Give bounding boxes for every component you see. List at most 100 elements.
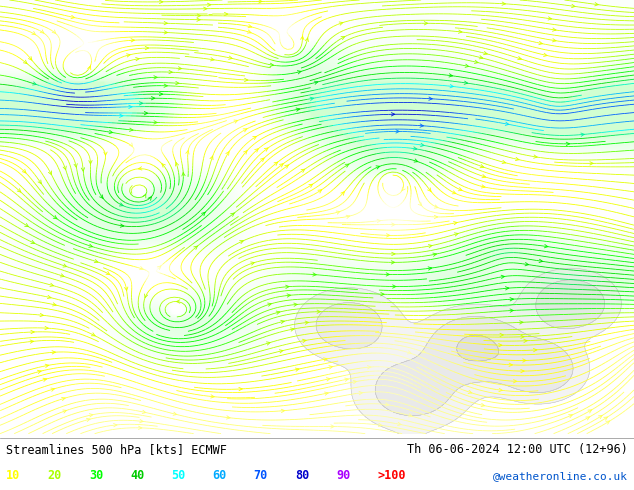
FancyArrowPatch shape: [341, 192, 344, 196]
FancyArrowPatch shape: [314, 81, 318, 84]
FancyArrowPatch shape: [465, 64, 469, 68]
FancyArrowPatch shape: [48, 171, 51, 174]
FancyArrowPatch shape: [157, 266, 161, 270]
FancyArrowPatch shape: [533, 348, 537, 352]
FancyArrowPatch shape: [414, 159, 418, 162]
FancyArrowPatch shape: [259, 0, 262, 3]
FancyArrowPatch shape: [434, 215, 437, 219]
FancyArrowPatch shape: [264, 148, 268, 151]
FancyArrowPatch shape: [48, 295, 51, 298]
FancyArrowPatch shape: [113, 423, 117, 427]
FancyArrowPatch shape: [60, 274, 64, 277]
FancyArrowPatch shape: [210, 395, 214, 398]
FancyArrowPatch shape: [159, 93, 163, 96]
FancyArrowPatch shape: [131, 39, 134, 42]
FancyArrowPatch shape: [498, 343, 502, 347]
FancyArrowPatch shape: [22, 170, 26, 173]
FancyArrowPatch shape: [51, 388, 55, 391]
FancyArrowPatch shape: [194, 246, 197, 249]
FancyArrowPatch shape: [408, 414, 412, 417]
Text: 20: 20: [48, 469, 61, 483]
FancyArrowPatch shape: [294, 303, 297, 306]
FancyArrowPatch shape: [408, 351, 411, 354]
FancyArrowPatch shape: [453, 221, 457, 225]
FancyArrowPatch shape: [424, 22, 427, 25]
FancyArrowPatch shape: [586, 417, 590, 420]
FancyArrowPatch shape: [89, 414, 93, 417]
FancyArrowPatch shape: [45, 364, 49, 368]
FancyArrowPatch shape: [287, 294, 290, 297]
FancyArrowPatch shape: [468, 391, 472, 393]
FancyArrowPatch shape: [305, 321, 309, 324]
FancyArrowPatch shape: [31, 241, 34, 244]
FancyArrowPatch shape: [295, 368, 299, 371]
FancyArrowPatch shape: [548, 17, 552, 20]
FancyArrowPatch shape: [297, 71, 301, 74]
FancyArrowPatch shape: [37, 370, 41, 373]
FancyArrowPatch shape: [313, 273, 316, 276]
FancyArrowPatch shape: [359, 392, 363, 395]
FancyArrowPatch shape: [89, 244, 93, 247]
FancyArrowPatch shape: [226, 416, 230, 419]
FancyArrowPatch shape: [606, 421, 610, 424]
FancyArrowPatch shape: [164, 31, 167, 34]
FancyArrowPatch shape: [204, 7, 207, 10]
FancyArrowPatch shape: [164, 84, 167, 87]
FancyArrowPatch shape: [368, 366, 371, 369]
FancyArrowPatch shape: [74, 164, 77, 167]
FancyArrowPatch shape: [420, 143, 424, 147]
FancyArrowPatch shape: [40, 30, 44, 33]
FancyArrowPatch shape: [106, 271, 110, 274]
FancyArrowPatch shape: [514, 380, 517, 383]
FancyArrowPatch shape: [280, 350, 283, 353]
FancyArrowPatch shape: [518, 56, 521, 60]
FancyArrowPatch shape: [210, 156, 213, 160]
FancyArrowPatch shape: [89, 161, 92, 164]
FancyArrowPatch shape: [104, 152, 107, 155]
FancyArrowPatch shape: [234, 120, 238, 123]
FancyArrowPatch shape: [502, 2, 505, 5]
FancyArrowPatch shape: [396, 130, 399, 133]
FancyArrowPatch shape: [274, 162, 278, 166]
FancyArrowPatch shape: [231, 213, 234, 217]
FancyArrowPatch shape: [176, 300, 180, 303]
FancyArrowPatch shape: [23, 60, 27, 64]
FancyArrowPatch shape: [505, 122, 509, 125]
FancyArrowPatch shape: [377, 220, 380, 222]
FancyArrowPatch shape: [142, 410, 146, 414]
FancyArrowPatch shape: [501, 275, 505, 278]
Text: 30: 30: [89, 469, 103, 483]
FancyArrowPatch shape: [253, 136, 257, 140]
FancyArrowPatch shape: [458, 188, 462, 191]
FancyArrowPatch shape: [120, 224, 124, 227]
FancyArrowPatch shape: [571, 4, 575, 8]
FancyArrowPatch shape: [392, 252, 395, 256]
FancyArrowPatch shape: [94, 260, 98, 263]
FancyArrowPatch shape: [45, 326, 48, 330]
FancyArrowPatch shape: [385, 403, 389, 406]
FancyArrowPatch shape: [464, 81, 468, 84]
FancyArrowPatch shape: [345, 378, 348, 381]
FancyArrowPatch shape: [427, 188, 431, 192]
FancyArrowPatch shape: [499, 388, 502, 392]
FancyArrowPatch shape: [87, 66, 91, 70]
Text: 80: 80: [295, 469, 309, 483]
FancyArrowPatch shape: [391, 113, 395, 116]
FancyArrowPatch shape: [525, 263, 529, 266]
Text: 70: 70: [254, 469, 268, 483]
FancyArrowPatch shape: [266, 342, 270, 345]
FancyArrowPatch shape: [91, 333, 95, 336]
FancyArrowPatch shape: [145, 294, 148, 297]
FancyArrowPatch shape: [510, 297, 514, 301]
FancyArrowPatch shape: [197, 14, 200, 17]
FancyArrowPatch shape: [329, 366, 332, 369]
FancyArrowPatch shape: [139, 419, 143, 423]
FancyArrowPatch shape: [481, 403, 484, 407]
FancyArrowPatch shape: [500, 333, 503, 337]
FancyArrowPatch shape: [224, 12, 228, 16]
FancyArrowPatch shape: [100, 195, 103, 198]
FancyArrowPatch shape: [482, 174, 486, 178]
FancyArrowPatch shape: [159, 0, 163, 3]
FancyArrowPatch shape: [502, 160, 506, 164]
FancyArrowPatch shape: [433, 253, 436, 256]
